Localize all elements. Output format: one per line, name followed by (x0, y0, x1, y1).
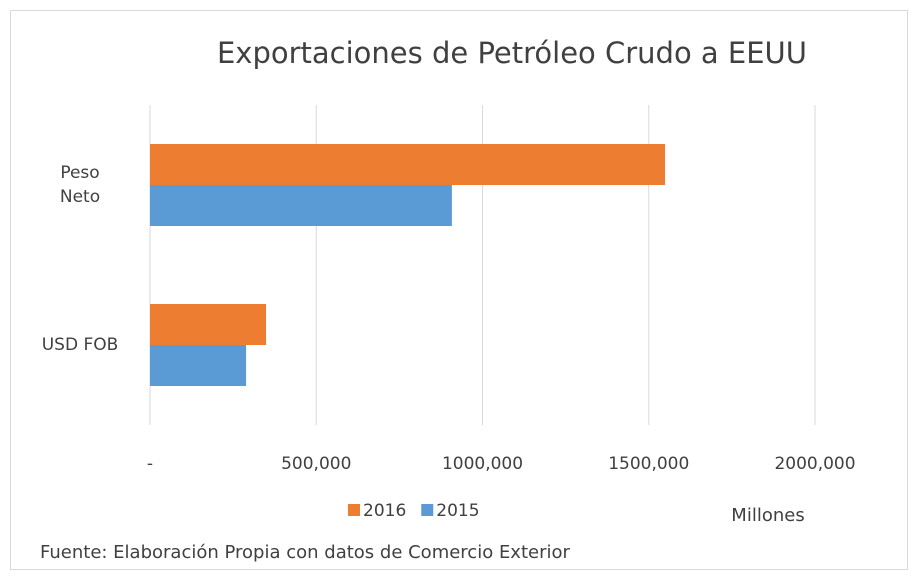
legend-label: 2016 (363, 501, 406, 521)
legend-swatch (421, 504, 434, 516)
x-tick-label: 2000,000 (774, 454, 855, 474)
y-tick-label-box: USD FOB (41, 335, 119, 355)
y-tick-label: USD FOB (41, 335, 119, 355)
bar (150, 345, 247, 386)
source-note: Fuente: Elaboración Propia con datos de … (40, 542, 571, 563)
chart-title: Exportaciones de Petróleo Crudo a EEUU (217, 36, 807, 70)
bar (150, 185, 452, 226)
legend-swatch (348, 504, 360, 516)
axis-unit: Millones (731, 505, 804, 526)
x-tick-label: 1500,000 (608, 454, 689, 474)
x-tick-label: 500,000 (281, 454, 351, 474)
y-tick-label-box: Peso Neto (59, 163, 101, 207)
legend-label: 2015 (436, 501, 479, 521)
x-tick-label: - (147, 454, 153, 474)
chart-border (10, 10, 908, 570)
bar (150, 144, 666, 185)
y-tick-label: Peso Neto (59, 163, 101, 207)
bar (150, 304, 267, 345)
x-tick-label: 1000,000 (442, 454, 523, 474)
